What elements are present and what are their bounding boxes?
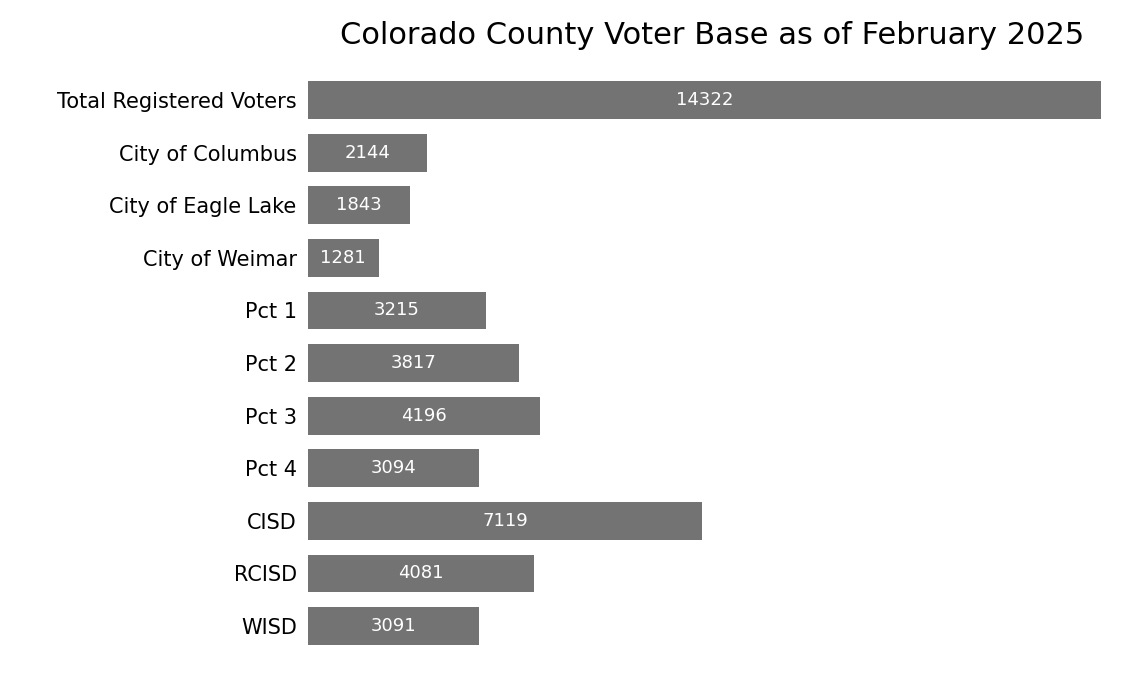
Bar <box>308 502 702 540</box>
Text: 3215: 3215 <box>374 301 420 319</box>
Title: Colorado County Voter Base as of February 2025: Colorado County Voter Base as of Februar… <box>341 21 1084 49</box>
Text: 1281: 1281 <box>320 249 366 267</box>
Bar <box>308 81 1101 119</box>
Bar <box>308 239 378 277</box>
Text: 2144: 2144 <box>344 144 390 162</box>
Text: 7119: 7119 <box>482 512 528 530</box>
Text: 4081: 4081 <box>398 564 443 582</box>
Text: 14322: 14322 <box>676 91 733 109</box>
Text: 3091: 3091 <box>370 617 416 635</box>
Bar <box>308 555 534 593</box>
Bar <box>308 134 426 172</box>
Bar <box>308 292 486 329</box>
Text: 4196: 4196 <box>401 407 447 425</box>
Bar <box>308 344 520 382</box>
Text: 3094: 3094 <box>370 459 416 477</box>
Text: 3817: 3817 <box>391 354 437 372</box>
Bar <box>308 397 540 434</box>
Bar <box>308 186 410 224</box>
Text: 1843: 1843 <box>336 197 382 214</box>
Bar <box>308 449 479 487</box>
Bar <box>308 607 479 645</box>
